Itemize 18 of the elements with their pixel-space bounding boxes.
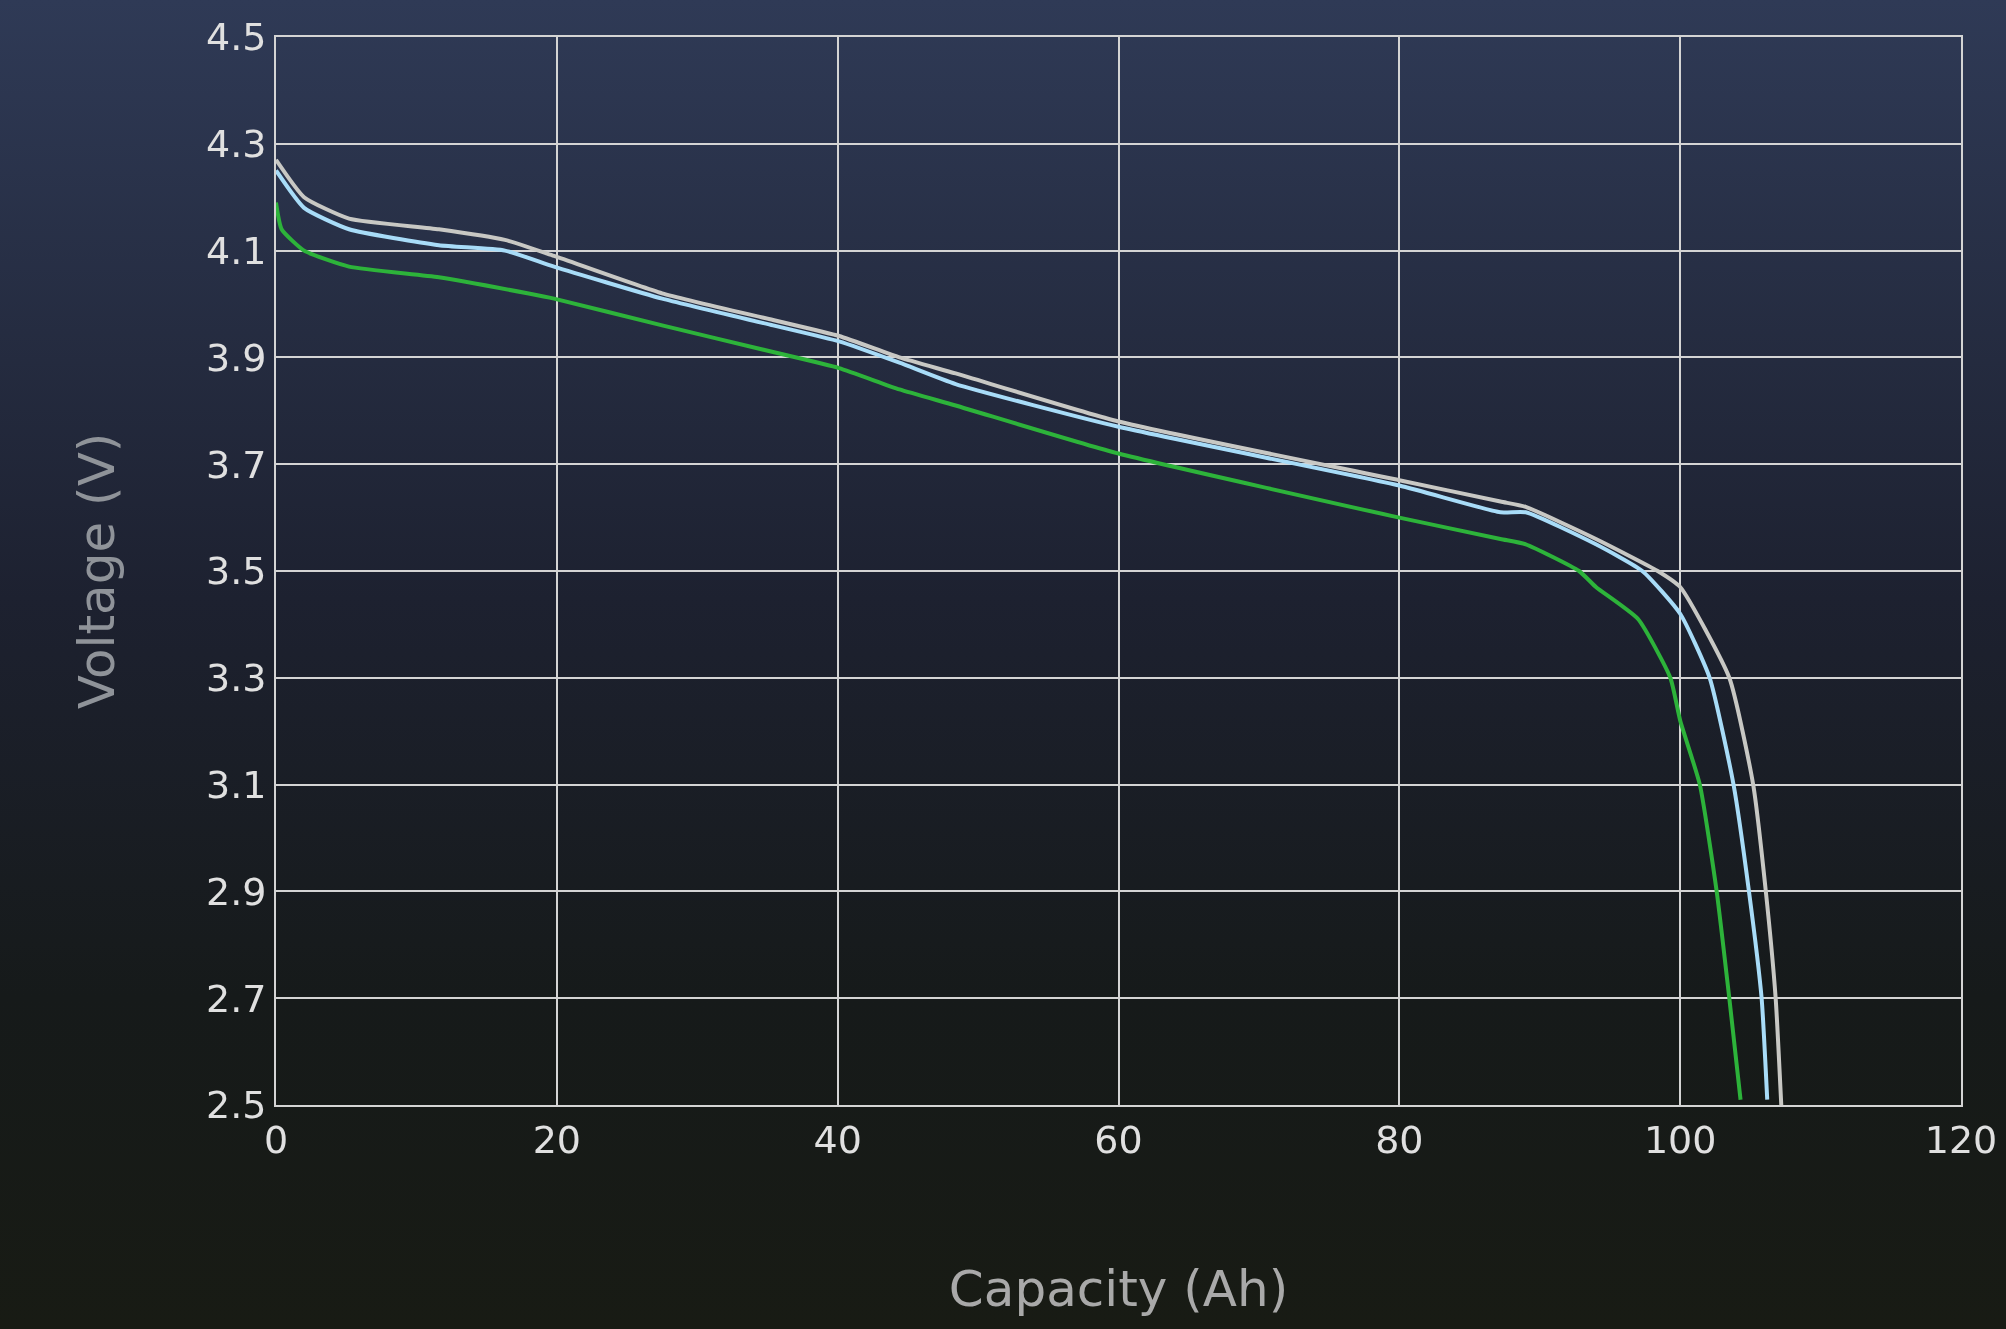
y-tick-label: 3.7 (205, 442, 267, 487)
y-tick-label: 4.3 (205, 122, 267, 167)
y-tick-label: 3.3 (205, 656, 267, 701)
y-tick-label: 3.5 (205, 549, 267, 594)
x-tick-label: 40 (813, 1117, 862, 1162)
y-tick-label: 2.9 (205, 869, 267, 914)
y-axis-title: Voltage (V) (68, 432, 127, 710)
y-tick-label: 2.7 (205, 976, 267, 1021)
y-tick-label: 3.9 (205, 335, 267, 380)
x-tick-label: 100 (1643, 1117, 1717, 1162)
x-axis-title: Capacity (Ah) (948, 1259, 1289, 1318)
x-tick-label: 80 (1375, 1117, 1424, 1162)
x-tick-label: 20 (532, 1117, 582, 1162)
y-tick-label: 4.1 (205, 228, 267, 273)
x-tick-label: 60 (1094, 1117, 1143, 1162)
y-tick-label: 4.5 (205, 15, 267, 60)
x-tick-label: 120 (1924, 1117, 1998, 1162)
y-tick-label: 3.1 (205, 762, 267, 807)
